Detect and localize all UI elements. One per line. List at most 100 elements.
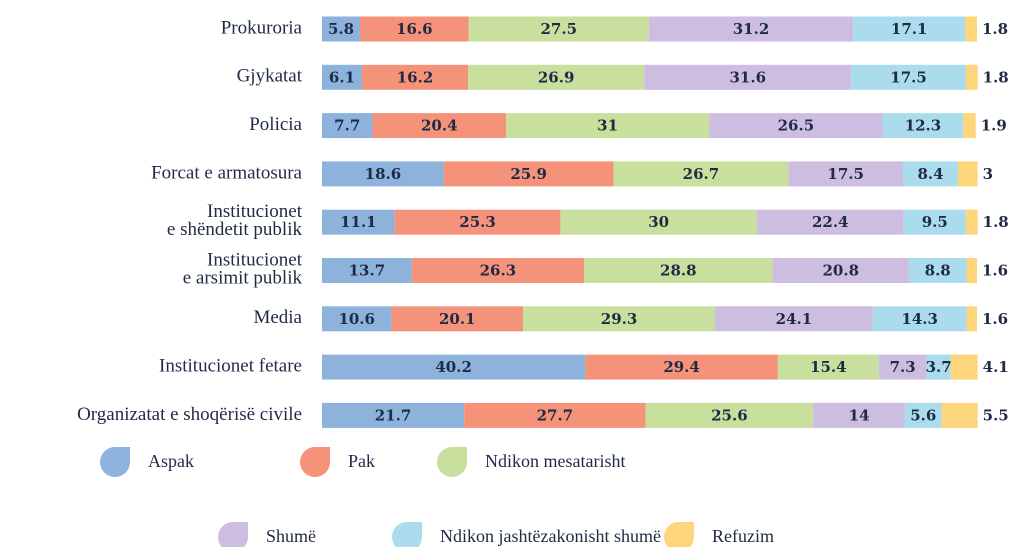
bar-segment <box>464 402 646 428</box>
value-label: 6.1 <box>329 68 355 86</box>
value-label: 20.4 <box>421 117 458 135</box>
bar-segment <box>322 161 444 187</box>
legend-swatch <box>664 522 694 547</box>
bar-segment <box>322 113 373 139</box>
bar-segment <box>506 113 710 139</box>
value-label: 18.6 <box>365 165 402 183</box>
category-label: Institucionet fetare <box>159 355 302 376</box>
value-label: 14 <box>849 406 870 424</box>
value-label: 3.7 <box>926 358 952 376</box>
value-label: 25.6 <box>711 406 748 424</box>
value-label: 29.3 <box>601 310 638 328</box>
category-label: Media <box>253 307 302 328</box>
value-label: 21.7 <box>375 406 412 424</box>
bar-segment <box>872 306 967 332</box>
bar-segment <box>322 209 395 235</box>
value-label: 16.6 <box>396 20 433 38</box>
bar-segment <box>715 306 873 332</box>
legend-label: Ndikon mesatarisht <box>485 451 625 471</box>
value-label: 31 <box>597 117 618 135</box>
value-label: 5.5 <box>983 406 1009 424</box>
value-label: 20.1 <box>439 310 476 328</box>
value-label: 1.8 <box>983 68 1009 86</box>
value-label: 5.6 <box>910 406 936 424</box>
bar-segment <box>788 161 903 187</box>
legend-swatch <box>392 522 422 547</box>
category-label: Institucionet e shëndetit publik <box>167 202 303 241</box>
bar-segment <box>613 161 789 187</box>
value-label: 27.7 <box>537 406 574 424</box>
bar-segment <box>882 113 964 139</box>
bar-segment <box>965 16 977 42</box>
bar-segment <box>709 113 883 139</box>
value-label: 26.7 <box>683 165 720 183</box>
value-label: 31.6 <box>729 68 766 86</box>
value-label: 3 <box>983 165 993 183</box>
value-label: 26.5 <box>778 117 815 135</box>
legend-swatch <box>100 447 130 477</box>
bar-segment <box>966 258 977 283</box>
value-label: 22.4 <box>812 213 849 231</box>
bar-segment <box>322 354 586 380</box>
category-label: Prokuroria <box>221 17 303 38</box>
bar-segment <box>756 209 904 235</box>
bar-segment <box>443 161 614 187</box>
value-label: 29.4 <box>663 358 700 376</box>
bar-segment <box>851 64 966 90</box>
category-label: Policia <box>249 114 302 135</box>
bar-segment <box>391 306 524 332</box>
value-label: 1.8 <box>982 20 1008 38</box>
value-label: 24.1 <box>776 310 813 328</box>
value-label: 28.8 <box>660 262 697 280</box>
category-label: Institucionet e arsimit publik <box>183 250 303 289</box>
value-label: 7.3 <box>890 358 916 376</box>
bar-segment <box>644 64 852 90</box>
value-label: 1.9 <box>981 117 1007 135</box>
bar-segment <box>361 64 469 90</box>
bar-segment <box>523 306 715 332</box>
value-label: 14.3 <box>901 310 938 328</box>
legend-swatch <box>300 447 330 477</box>
value-label: 17.1 <box>891 20 928 38</box>
bar-segment <box>359 16 469 42</box>
bar-segment <box>878 354 927 380</box>
value-label: 30 <box>648 213 669 231</box>
bar-segment <box>853 16 966 42</box>
bar-segment <box>411 258 584 283</box>
bar-segment <box>902 161 959 187</box>
value-label: 26.3 <box>480 262 517 280</box>
bar-segment <box>468 16 649 42</box>
bar-segment <box>963 113 976 139</box>
value-label: 1.6 <box>982 262 1008 280</box>
bar-segment <box>903 209 966 235</box>
bar-segment <box>966 306 977 332</box>
bar-segment <box>372 113 507 139</box>
bar-segment <box>322 258 412 283</box>
value-label: 26.9 <box>538 68 575 86</box>
value-label: 8.4 <box>917 165 943 183</box>
bar-segment <box>585 354 778 380</box>
bar-segment <box>468 64 645 90</box>
legend-swatch <box>218 522 248 547</box>
legend-label: Refuzim <box>712 526 774 546</box>
category-label: Gjykatat <box>237 66 303 87</box>
value-label: 10.6 <box>338 310 375 328</box>
value-label: 25.9 <box>510 165 547 183</box>
value-label: 1.8 <box>983 213 1009 231</box>
bar-segment <box>584 258 773 283</box>
bar-segment <box>322 64 362 90</box>
bar-segment <box>908 258 967 283</box>
value-label: 20.8 <box>822 262 859 280</box>
legend-swatch <box>437 447 467 477</box>
value-label: 5.8 <box>328 20 354 38</box>
value-label: 17.5 <box>890 68 927 86</box>
bar-segment <box>965 209 978 235</box>
legend-label: Ndikon jashtëzakonisht shumë <box>440 526 661 546</box>
value-label: 12.3 <box>905 117 942 135</box>
category-label: Forcat e armatosura <box>151 162 302 183</box>
bar-segment <box>772 258 909 283</box>
legend-label: Shumë <box>266 526 316 546</box>
value-label: 31.2 <box>733 20 770 38</box>
value-label: 1.6 <box>982 310 1008 328</box>
bar-segment <box>394 209 561 235</box>
